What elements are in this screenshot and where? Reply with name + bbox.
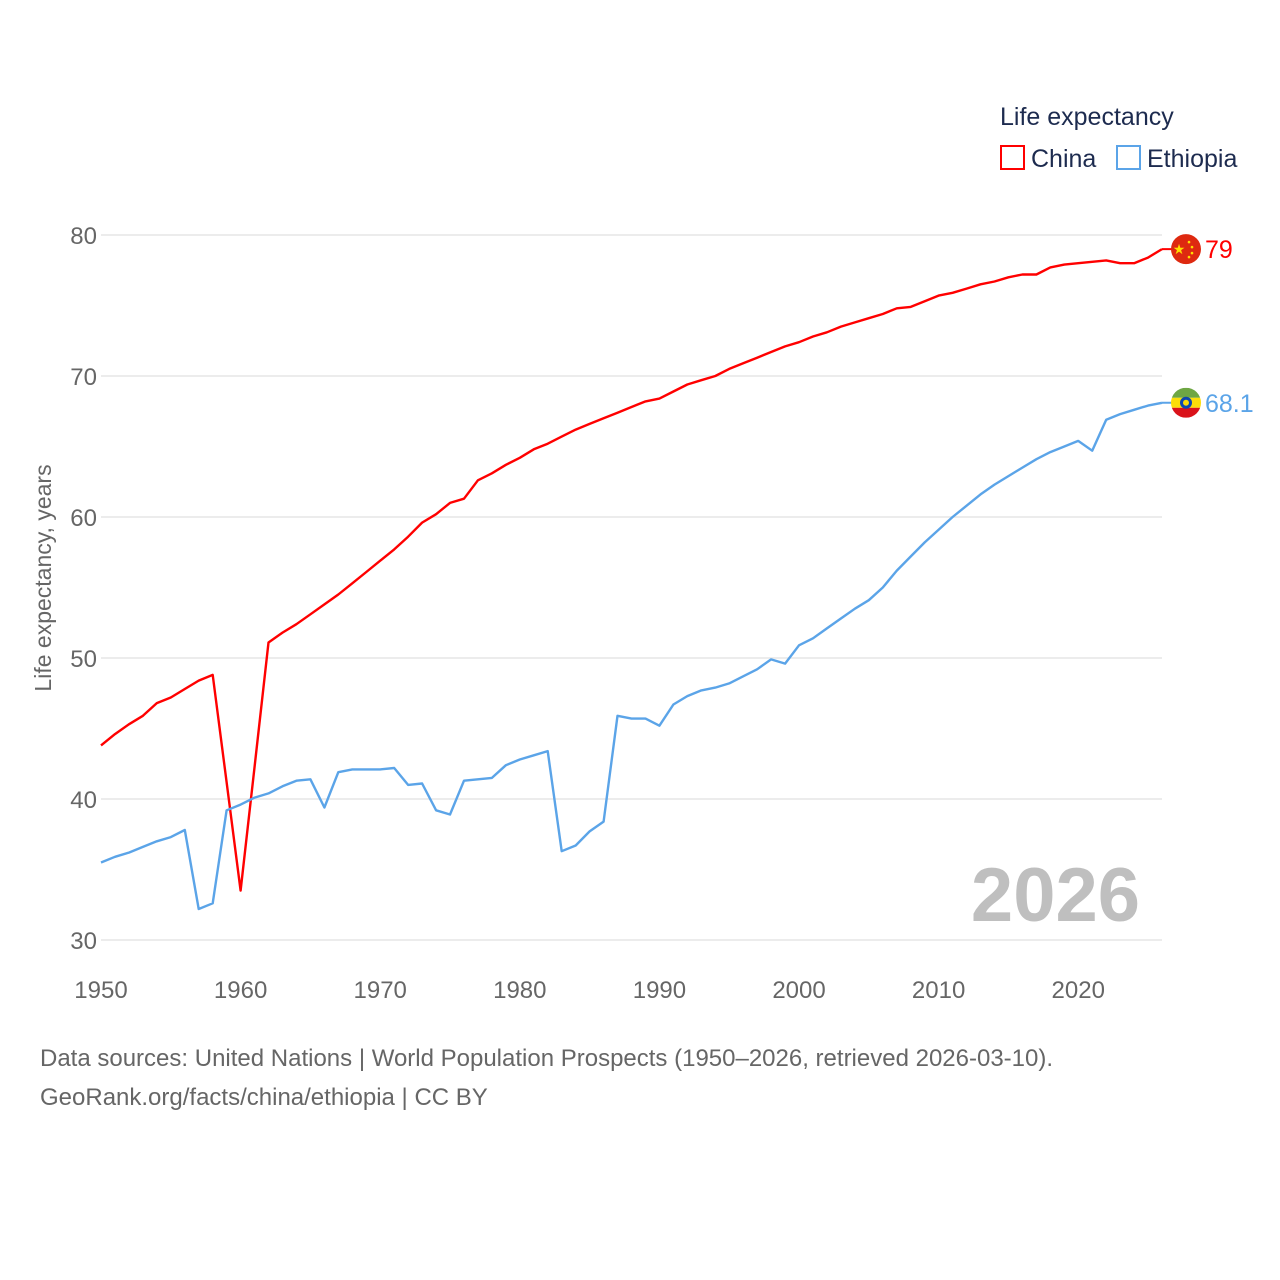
- flag-emblem-star: [1183, 399, 1189, 406]
- end-value-label: 68.1: [1205, 390, 1254, 418]
- y-tick-label: 80: [70, 223, 97, 250]
- x-axis-ticks: 1950 1960 1970 1980 1990 2000 2010 2020: [74, 977, 1105, 1004]
- x-tick-label: 1970: [354, 977, 407, 1004]
- series-end-markers: ★ 79 68.1: [1162, 234, 1254, 418]
- x-tick-label: 1990: [633, 977, 686, 1004]
- series-line-china: [100, 248, 1163, 892]
- x-tick-label: 2010: [912, 977, 965, 1004]
- y-tick-label: 30: [70, 928, 97, 955]
- flag-field: [1171, 234, 1201, 265]
- legend-label-ethiopia[interactable]: Ethiopia: [1147, 145, 1237, 173]
- year-watermark: 2026: [971, 853, 1140, 938]
- gridlines: [101, 234, 1162, 941]
- legend-title: Life expectancy: [1000, 103, 1174, 131]
- flag-small-star: [1187, 255, 1191, 259]
- end-value-label: 79: [1205, 236, 1233, 264]
- china-flag-icon: ★: [1171, 234, 1201, 265]
- x-tick-label: 2020: [1052, 977, 1105, 1004]
- y-tick-label: 70: [70, 364, 97, 391]
- legend-swatch-ethiopia[interactable]: [1116, 145, 1141, 170]
- y-tick-label: 40: [70, 787, 97, 814]
- x-tick-label: 2000: [772, 977, 825, 1004]
- y-tick-label: 60: [70, 505, 97, 532]
- flag-small-star: [1190, 245, 1194, 249]
- legend-swatch-china[interactable]: [1000, 145, 1025, 170]
- flag-small-star: [1187, 240, 1191, 244]
- flag-star: ★: [1173, 241, 1186, 257]
- y-tick-label: 50: [70, 646, 97, 673]
- flag-green: [1171, 387, 1201, 398]
- series-lines: [100, 248, 1163, 911]
- legend: Life expectancy China Ethiopia: [1000, 103, 1237, 173]
- y-axis-label: Life expectancy, years: [30, 464, 56, 691]
- x-tick-label: 1950: [74, 977, 127, 1004]
- footer-credit: GeoRank.org/facts/china/ethiopia | CC BY: [40, 1084, 488, 1111]
- footer-source: Data sources: United Nations | World Pop…: [40, 1045, 1054, 1072]
- y-axis-ticks: 30 40 50 60 70 80: [70, 223, 97, 955]
- x-tick-label: 1960: [214, 977, 267, 1004]
- x-tick-label: 1980: [493, 977, 546, 1004]
- flag-red: [1171, 407, 1201, 418]
- series-line-ethiopia: [100, 401, 1163, 911]
- ethiopia-flag-icon: [1171, 387, 1201, 418]
- legend-label-china[interactable]: China: [1031, 145, 1096, 173]
- flag-small-star: [1190, 251, 1194, 255]
